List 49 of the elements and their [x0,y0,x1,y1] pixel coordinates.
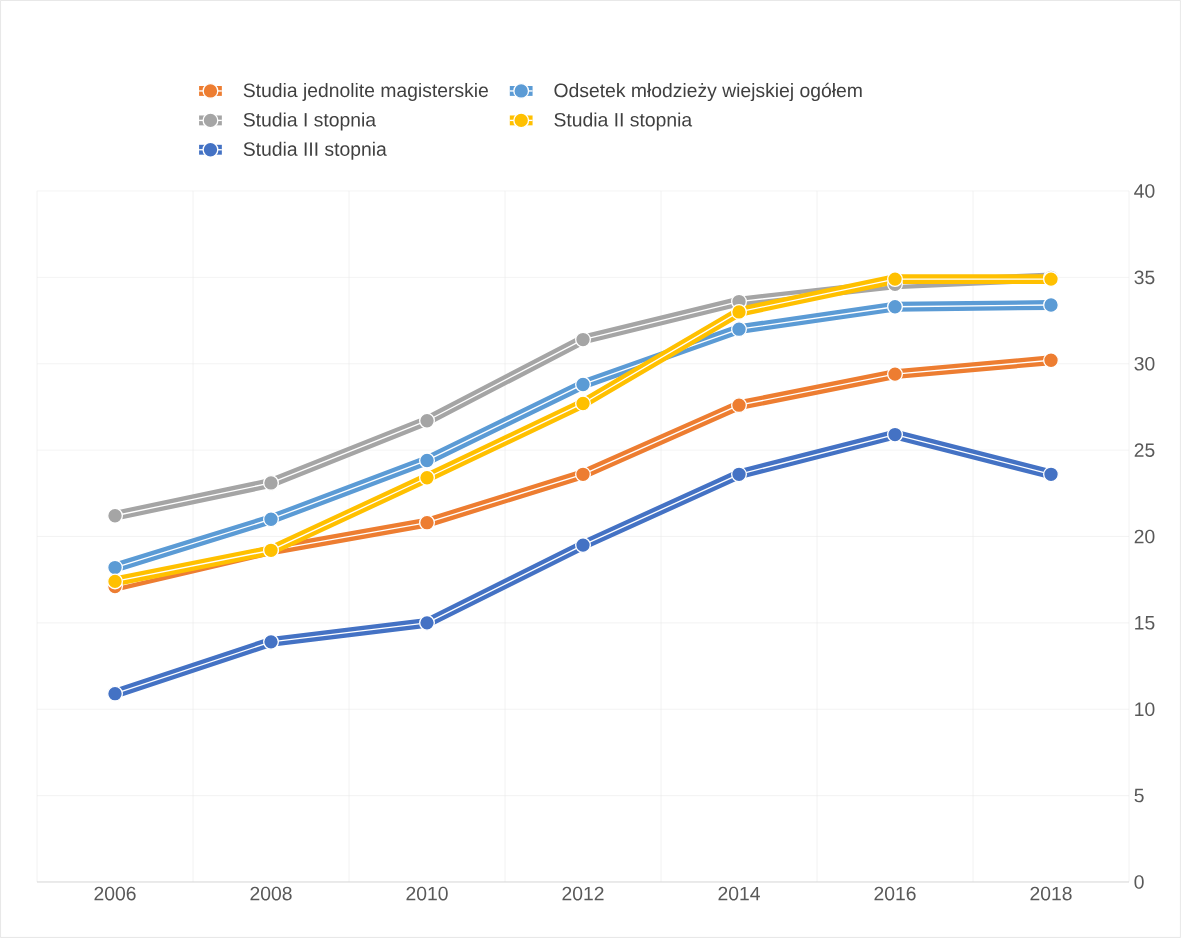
point [1043,297,1060,313]
point [419,452,436,469]
point [575,537,592,554]
x-tick-label: 2010 [406,886,448,901]
point [575,376,592,393]
point [887,271,904,288]
x-tick-label: 2016 [874,886,916,901]
legend-label: Studia III stopnia [243,141,387,160]
y-tick-label: 40 [1134,184,1155,198]
legend-label: Odsetek młodzieży wiejskiej ogółem [554,82,862,102]
x-tick-label: 2008 [250,886,292,901]
legend-label: Studia jednolite magisterskie [243,82,488,101]
point [575,395,592,412]
point [419,469,436,486]
y-tick-label: 5 [1134,788,1144,803]
point [887,298,904,315]
point [419,412,436,429]
point [419,514,436,531]
y-tick-label: 10 [1135,702,1155,717]
point [1043,352,1060,369]
point [107,685,124,702]
y-tick-label: 35 [1134,270,1155,285]
y-tick-label: 25 [1134,443,1155,457]
point [107,559,124,576]
y-tick-label: 0 [1134,875,1144,889]
point [263,474,280,491]
point [263,511,280,528]
point [107,507,124,524]
point [731,321,748,338]
point [887,426,904,443]
point [575,331,592,348]
point [731,466,748,483]
y-tick-label: 20 [1134,529,1155,544]
x-tick-label: 2012 [562,886,604,901]
point [731,397,748,414]
x-tick-label: 2006 [94,886,136,901]
point [887,366,904,383]
point [575,466,592,483]
x-tick-label: 2014 [718,886,760,901]
y-tick-label: 15 [1135,616,1155,630]
point [107,573,124,590]
point [1043,466,1060,483]
legend-label: Studia I stopnia [243,112,377,131]
point [419,614,436,631]
y-tick-label: 30 [1134,356,1155,371]
point [263,633,280,650]
point [731,303,748,320]
legend-label: Studia II stopnia [554,112,693,131]
x-tick-label: 2018 [1030,886,1072,901]
